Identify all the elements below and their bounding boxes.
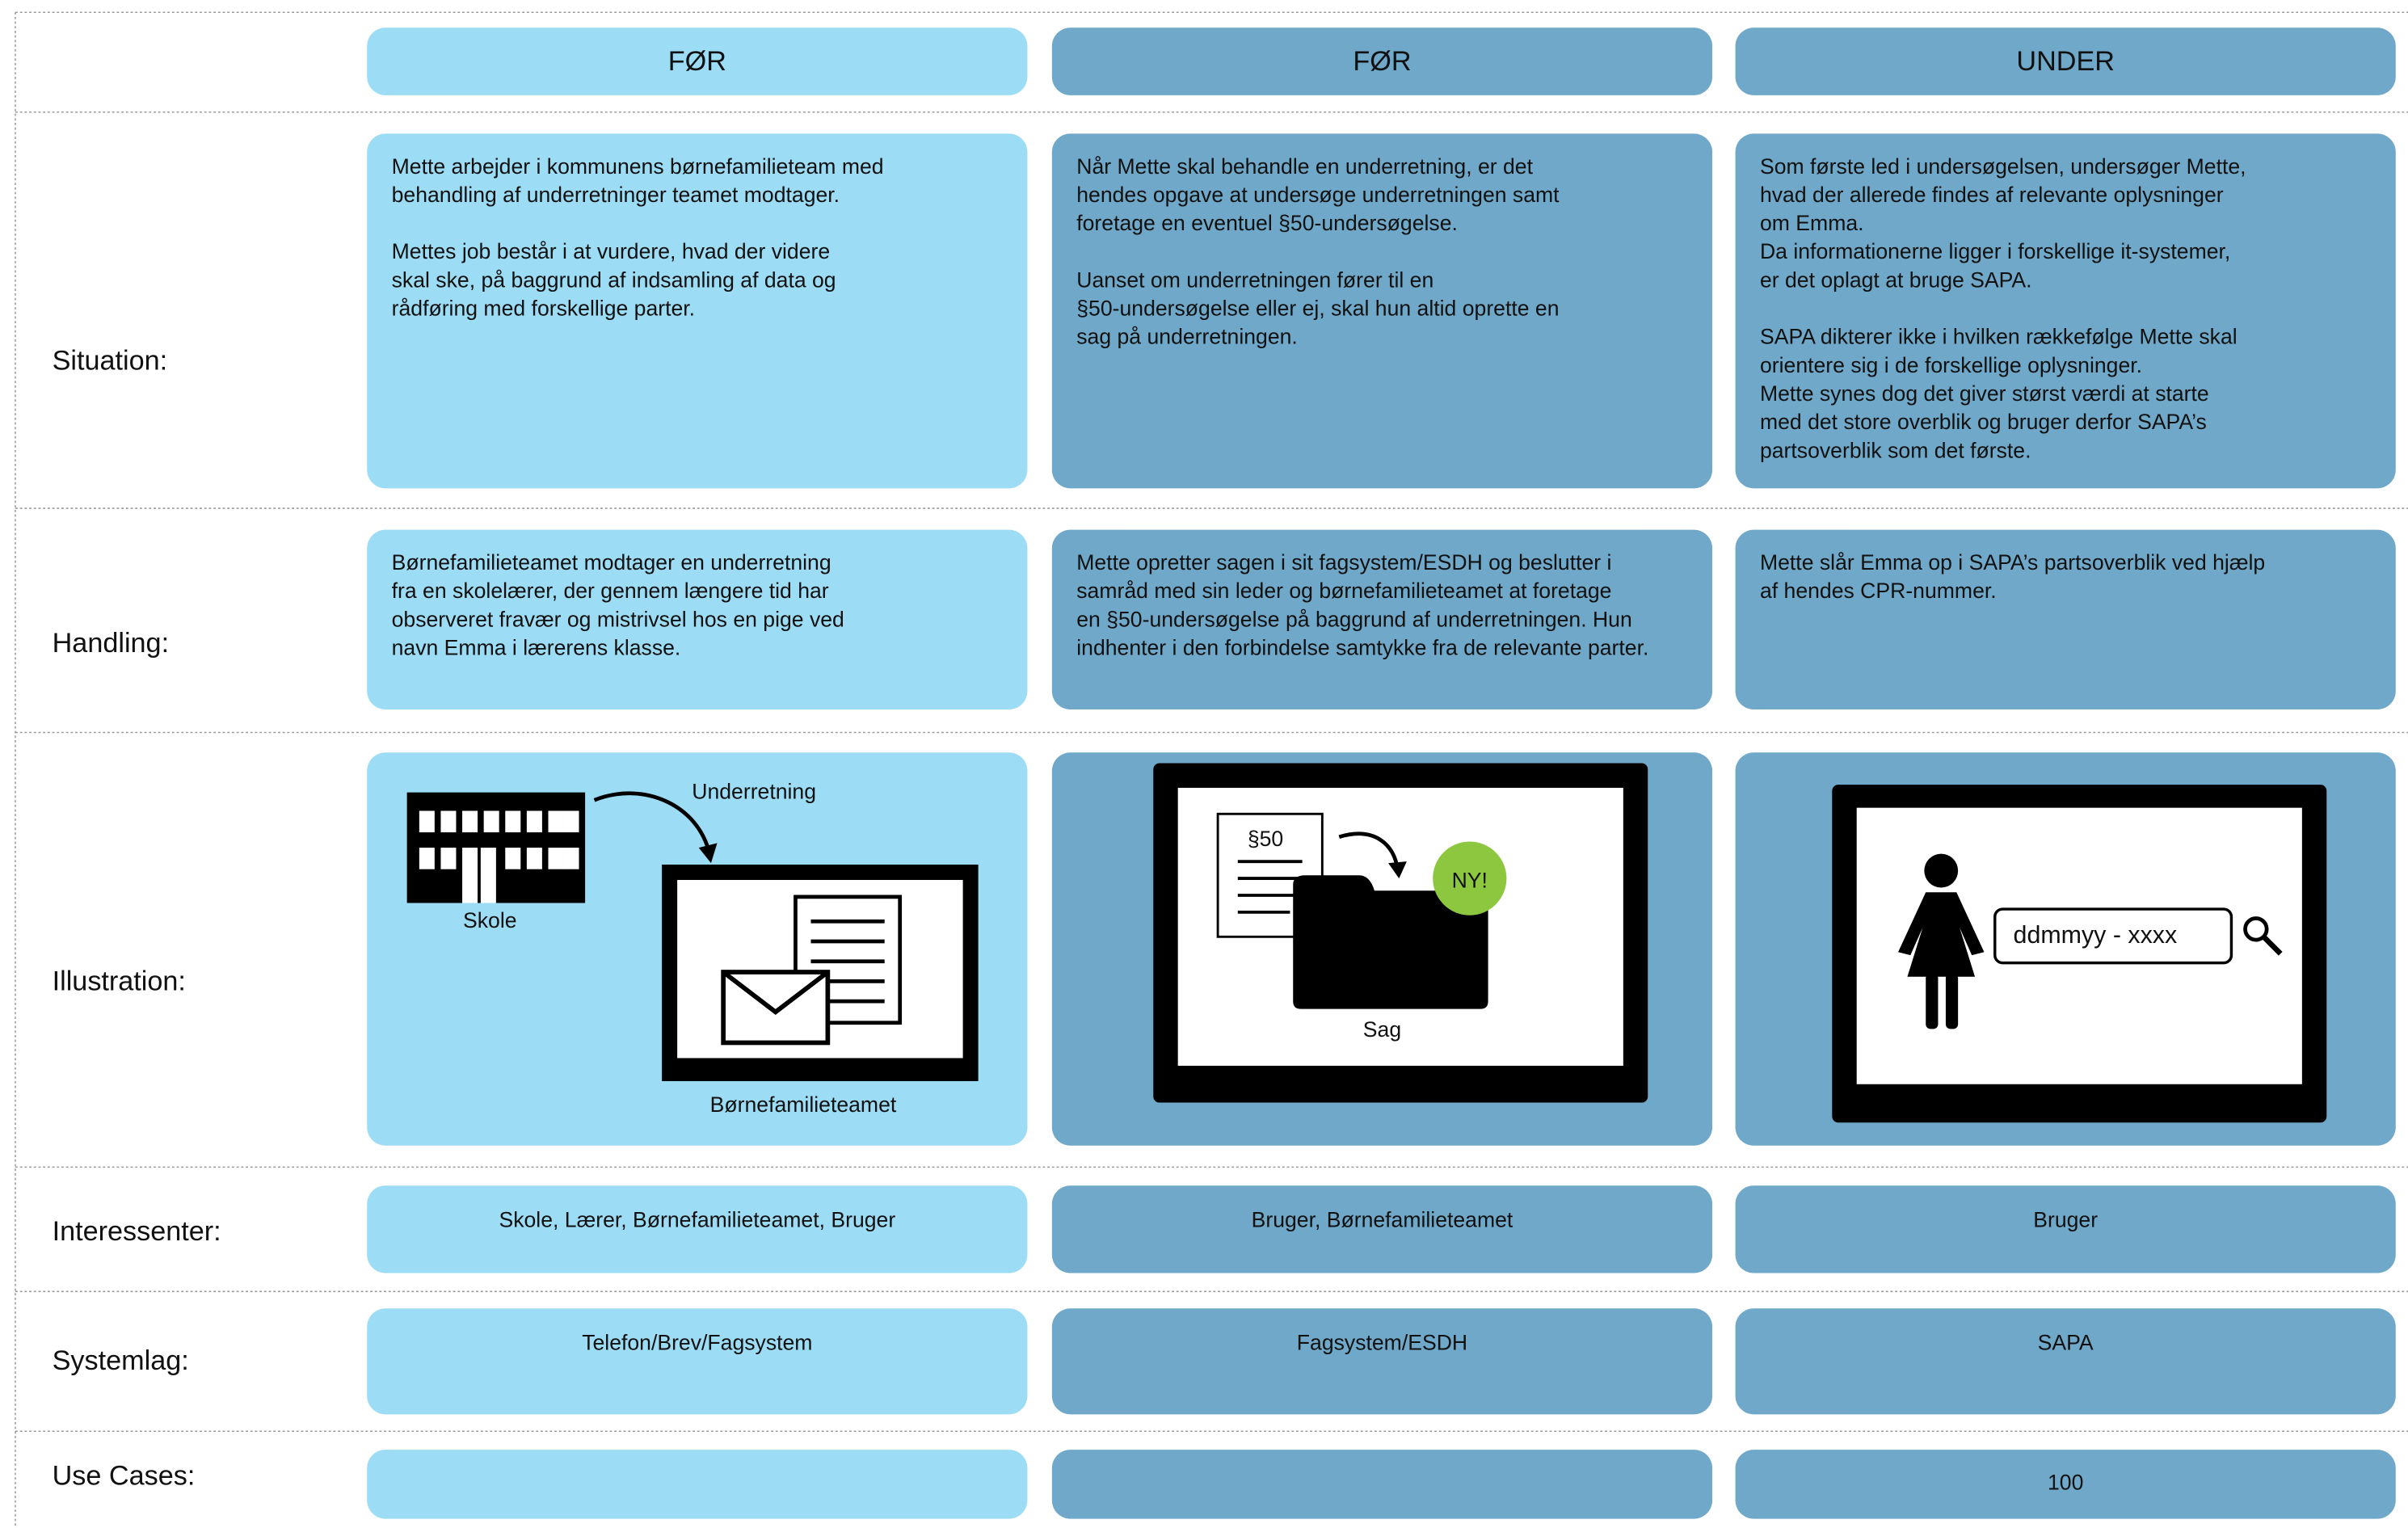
- cell-text: §50-undersøgelse eller ej, skal hun alti…: [1076, 297, 1559, 321]
- cell-text: Bruger, Børnefamilieteamet: [1252, 1208, 1513, 1232]
- card: [367, 1185, 1028, 1273]
- row-label: Interessenter:: [53, 1216, 221, 1247]
- card: [1051, 1308, 1713, 1415]
- cell-text: observeret fravær og mistrivsel hos en p…: [392, 607, 844, 631]
- row-label: Situation:: [53, 346, 168, 377]
- row-label: Systemlag:: [53, 1345, 189, 1376]
- cell-text: indhenter i den forbindelse samtykke fra…: [1076, 636, 1648, 660]
- cell-text: af hendes CPR-nummer.: [1760, 579, 1997, 603]
- header-card: [367, 27, 1028, 95]
- cell-text: Fagsystem/ESDH: [1297, 1331, 1467, 1355]
- card: [1051, 1185, 1713, 1273]
- row-label: Use Cases:: [53, 1460, 196, 1491]
- column-header: FØR: [1353, 46, 1411, 77]
- card: [1051, 1450, 1713, 1519]
- illustration-2: [1153, 763, 1648, 1103]
- cell-text: Mette opretter sagen i sit fagsystem/ESD…: [1076, 550, 1611, 575]
- illustration-text: Sag: [1363, 1017, 1401, 1042]
- cell-text: Mette slår Emma op i SAPA’s partsoverbli…: [1760, 550, 2265, 575]
- card: [1735, 133, 2396, 489]
- cell-text: hendes opgave at undersøge underretninge…: [1076, 183, 1560, 207]
- cell-text: Telefon/Brev/Fagsystem: [582, 1331, 812, 1355]
- illustration-1: [406, 791, 979, 1081]
- illustration-text: Skole: [463, 908, 517, 932]
- cell-text: hvad der allerede findes af relevante op…: [1760, 183, 2224, 207]
- cell-text: med det store overblik og bruger derfor …: [1760, 410, 2207, 434]
- row-label: Handling:: [53, 628, 169, 659]
- card: [1051, 133, 1713, 489]
- cell-text: rådføring med forskellige parter.: [392, 297, 695, 321]
- cell-text: Når Mette skal behandle en underretning,…: [1076, 154, 1533, 179]
- illustration-text: NY!: [1452, 868, 1488, 892]
- illustration-text: Underretning: [692, 779, 816, 803]
- cell-text: skal ske, på baggrund af indsamling af d…: [392, 267, 836, 292]
- cell-text: Som første led i undersøgelsen, undersøg…: [1760, 154, 2246, 179]
- cell-text: partsoverblik som det første.: [1760, 438, 2031, 462]
- card: [1735, 1450, 2396, 1519]
- cell-text: SAPA: [2038, 1331, 2094, 1355]
- cell-text: behandling af underretninger teamet modt…: [392, 183, 840, 207]
- cell-text: Da informationerne ligger i forskellige …: [1760, 239, 2230, 263]
- card: [1735, 529, 2396, 710]
- illustration-text: §50: [1248, 827, 1283, 851]
- illustration-labels: Underretning Skole Børnefamilieteamet §5…: [463, 779, 2177, 1117]
- card: [367, 1450, 1028, 1519]
- cell-text: Børnefamilieteamet modtager en underretn…: [392, 550, 831, 575]
- cell-text: Mettes job består i at vurdere, hvad der…: [392, 239, 831, 263]
- row-label: Illustration:: [53, 966, 186, 996]
- cell-text: orientere sig i de forskellige oplysning…: [1760, 353, 2142, 377]
- card: [367, 133, 1028, 489]
- cell-text: om Emma.: [1760, 211, 1864, 235]
- card: [1735, 1185, 2396, 1273]
- cell-text: Bruger: [2033, 1208, 2098, 1232]
- column-header: FØR: [668, 46, 726, 77]
- illustration-3: [1832, 785, 2327, 1123]
- header-card: [1051, 27, 1713, 95]
- illustration-text: ddmmyy - xxxx: [2014, 921, 2178, 949]
- column-header: UNDER: [2016, 46, 2115, 77]
- cell-text: Mette synes dog det giver størst værdi a…: [1760, 381, 2209, 406]
- card: [1051, 529, 1713, 710]
- cell-text: Skole, Lærer, Børnefamilieteamet, Bruger: [499, 1208, 895, 1232]
- card: [367, 529, 1028, 710]
- illustration-text: Børnefamilieteamet: [710, 1092, 897, 1117]
- cell-text: foretage en eventuel §50-undersøgelse.: [1076, 211, 1458, 235]
- cell-text: sag på underretningen.: [1076, 325, 1298, 349]
- header-card: [1735, 27, 2396, 95]
- cell-text: fra en skolelærer, der gennem længere ti…: [392, 579, 829, 603]
- card: [367, 1308, 1028, 1415]
- cell-text: er det oplagt at bruge SAPA.: [1760, 267, 2032, 292]
- cell-text: Mette arbejder i kommunens børnefamiliet…: [392, 154, 884, 179]
- cell-text: navn Emma i lærerens klasse.: [392, 636, 681, 660]
- cell-text: SAPA dikterer ikke i hvilken rækkefølge …: [1760, 325, 2238, 349]
- cell-text: en §50-undersøgelse på baggrund af under…: [1076, 607, 1632, 631]
- card: [1735, 1308, 2396, 1415]
- cell-text: 100: [2048, 1470, 2083, 1494]
- cell-text: Uanset om underretningen fører til en: [1076, 267, 1433, 292]
- cell-text: samråd med sin leder og børnefamilieteam…: [1076, 579, 1611, 603]
